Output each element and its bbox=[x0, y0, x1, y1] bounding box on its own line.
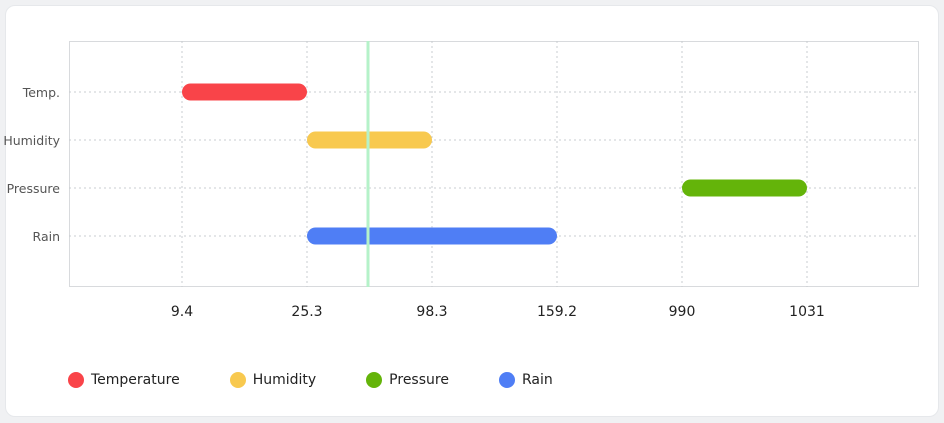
y-tick-label: Rain bbox=[33, 229, 60, 244]
legend-label: Pressure bbox=[389, 372, 449, 388]
legend-dot bbox=[498, 372, 515, 388]
legend-dot bbox=[366, 372, 383, 388]
bar-temperature bbox=[182, 83, 307, 101]
legend-label: Rain bbox=[521, 372, 553, 388]
x-tick-label: 9.4 bbox=[171, 304, 193, 320]
legend-item-rain[interactable]: Rain bbox=[498, 372, 553, 388]
y-tick-label: Humidity bbox=[3, 133, 60, 148]
legend-item-humidity[interactable]: Humidity bbox=[229, 372, 317, 388]
x-tick-labels: 9.4 25.3 98.3 159.2 990 1031 bbox=[171, 304, 825, 320]
y-tick-labels: Temp. Humidity Pressure Rain bbox=[3, 85, 60, 244]
y-tick-label: Pressure bbox=[7, 181, 61, 196]
legend-label: Temperature bbox=[91, 372, 180, 388]
range-bars bbox=[182, 83, 807, 245]
plot-area bbox=[69, 41, 919, 287]
legend-dot bbox=[68, 372, 84, 388]
y-tick-label: Temp. bbox=[22, 85, 60, 100]
x-tick-label: 1031 bbox=[789, 304, 825, 320]
bar-pressure bbox=[682, 179, 807, 197]
x-tick-label: 159.2 bbox=[537, 304, 577, 320]
legend-item-pressure[interactable]: Pressure bbox=[366, 372, 449, 388]
bar-rain bbox=[307, 227, 557, 245]
legend-dot bbox=[229, 372, 246, 388]
x-tick-label: 25.3 bbox=[291, 304, 322, 320]
legend: Temperature Humidity Pressure Rain bbox=[68, 372, 603, 388]
vertical-gridlines bbox=[181, 41, 808, 287]
x-tick-label: 98.3 bbox=[416, 304, 447, 320]
legend-item-temperature[interactable]: Temperature bbox=[68, 372, 180, 388]
legend-label: Humidity bbox=[252, 372, 317, 388]
x-tick-label: 990 bbox=[669, 304, 696, 320]
